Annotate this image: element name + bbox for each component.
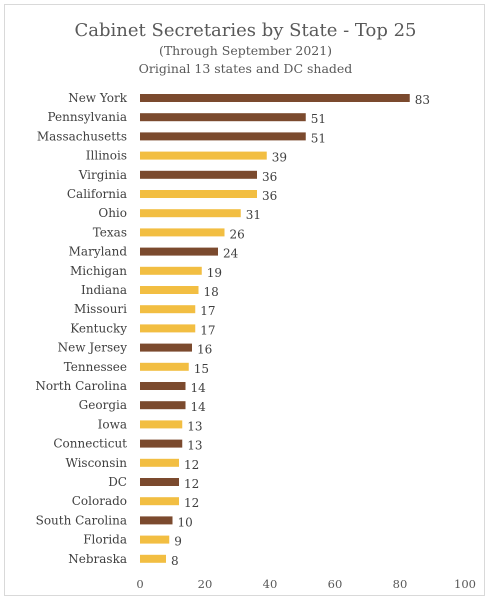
value-label-kentucky: 17 xyxy=(200,323,215,337)
bar-tennessee xyxy=(140,362,189,371)
category-label-california: California xyxy=(67,187,127,201)
value-label-texas: 26 xyxy=(230,227,245,241)
value-label-new-jersey: 16 xyxy=(197,343,212,357)
bar-pennsylvania xyxy=(140,113,306,122)
bar-virginia xyxy=(140,170,257,179)
category-label-missouri: Missouri xyxy=(74,302,127,316)
bar-nebraska xyxy=(140,554,166,563)
category-label-tennessee: Tennessee xyxy=(64,360,127,374)
category-label-new-jersey: New Jersey xyxy=(58,341,128,355)
category-label-kentucky: Kentucky xyxy=(70,321,127,335)
category-label-south-carolina: South Carolina xyxy=(36,513,127,527)
bar-north-carolina xyxy=(140,382,186,390)
value-label-massachusetts: 51 xyxy=(311,131,326,145)
category-label-ohio: Ohio xyxy=(98,206,127,220)
category-label-colorado: Colorado xyxy=(72,494,127,508)
value-label-pennsylvania: 51 xyxy=(311,112,326,126)
category-label-texas: Texas xyxy=(93,225,127,239)
value-label-indiana: 18 xyxy=(204,285,219,299)
category-label-dc: DC xyxy=(108,475,127,489)
bar-kentucky xyxy=(140,324,196,333)
bar-florida xyxy=(140,535,170,544)
chart-title: Cabinet Secretaries by State - Top 25 xyxy=(74,20,417,41)
bar-wisconsin xyxy=(140,458,179,467)
x-tick-label-60: 60 xyxy=(328,577,343,591)
bar-georgia xyxy=(140,401,186,410)
bar-massachusetts xyxy=(140,132,306,141)
value-label-california: 36 xyxy=(262,189,277,203)
bars xyxy=(140,94,410,563)
value-label-georgia: 14 xyxy=(191,400,207,414)
bar-maryland xyxy=(140,247,218,256)
bar-colorado xyxy=(140,497,179,506)
value-label-maryland: 24 xyxy=(223,247,239,261)
category-label-new-york: New York xyxy=(68,91,128,105)
category-label-michigan: Michigan xyxy=(70,264,127,278)
category-label-nebraska: Nebraska xyxy=(68,552,127,566)
value-label-connecticut: 13 xyxy=(187,439,202,453)
bar-iowa xyxy=(140,420,183,429)
x-tick-label-20: 20 xyxy=(198,577,213,591)
bar-connecticut xyxy=(140,439,183,448)
bar-ohio xyxy=(140,209,241,218)
category-label-virginia: Virginia xyxy=(78,168,127,182)
value-label-illinois: 39 xyxy=(272,151,287,165)
value-label-north-carolina: 14 xyxy=(191,381,207,395)
value-label-wisconsin: 12 xyxy=(184,458,199,472)
category-label-wisconsin: Wisconsin xyxy=(65,456,127,470)
category-label-connecticut: Connecticut xyxy=(53,437,127,451)
category-label-georgia: Georgia xyxy=(79,398,127,412)
value-label-south-carolina: 10 xyxy=(178,515,193,529)
value-label-michigan: 19 xyxy=(207,266,222,280)
value-labels: 8351513936363126241918171716151414131312… xyxy=(171,93,430,568)
bar-south-carolina xyxy=(140,516,173,525)
value-label-iowa: 13 xyxy=(187,419,202,433)
value-label-new-york: 83 xyxy=(415,93,430,107)
x-axis: 0 20 40 60 80 100 xyxy=(136,577,476,591)
bar-new-jersey xyxy=(140,343,192,352)
bar-missouri xyxy=(140,305,196,314)
x-tick-label-0: 0 xyxy=(136,577,143,591)
value-label-dc: 12 xyxy=(184,477,199,491)
value-label-colorado: 12 xyxy=(184,496,199,510)
category-label-north-carolina: North Carolina xyxy=(35,379,127,393)
category-label-illinois: Illinois xyxy=(86,149,127,163)
value-label-tennessee: 15 xyxy=(194,362,209,376)
chart-subtitle-line-1: (Through September 2021) xyxy=(158,43,333,58)
bar-california xyxy=(140,190,257,198)
category-label-pennsylvania: Pennsylvania xyxy=(47,110,127,124)
bar-new-york xyxy=(140,94,410,102)
bar-texas xyxy=(140,228,225,237)
value-label-missouri: 17 xyxy=(200,304,215,318)
value-label-virginia: 36 xyxy=(262,170,277,184)
category-label-iowa: Iowa xyxy=(98,417,127,431)
bar-illinois xyxy=(140,151,267,160)
bar-michigan xyxy=(140,266,202,275)
bar-dc xyxy=(140,478,179,486)
chart-frame xyxy=(4,4,485,596)
value-label-ohio: 31 xyxy=(246,208,261,222)
category-label-indiana: Indiana xyxy=(81,283,127,297)
x-tick-label-100: 100 xyxy=(454,577,476,591)
category-labels: New York Pennsylvania Massachusetts Illinoi… xyxy=(35,91,127,566)
category-label-florida: Florida xyxy=(83,533,127,547)
value-label-florida: 9 xyxy=(174,535,182,549)
x-tick-label-80: 80 xyxy=(393,577,408,591)
bar-indiana xyxy=(140,286,199,294)
category-label-massachusetts: Massachusetts xyxy=(37,129,127,143)
category-label-maryland: Maryland xyxy=(69,245,128,259)
chart-subtitle-line-2: Original 13 states and DC shaded xyxy=(138,61,353,76)
x-tick-label-40: 40 xyxy=(263,577,278,591)
value-label-nebraska: 8 xyxy=(171,554,179,568)
